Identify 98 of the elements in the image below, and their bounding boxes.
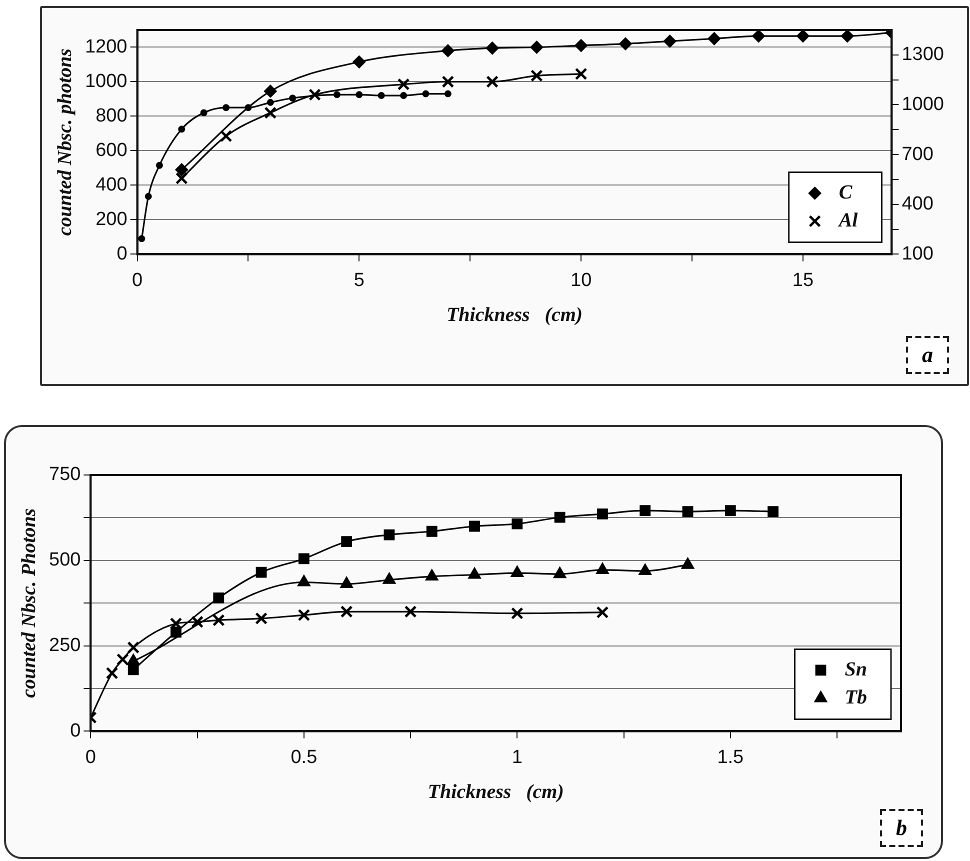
point	[175, 172, 188, 185]
point	[444, 90, 452, 98]
point	[596, 606, 609, 619]
point	[144, 192, 152, 200]
point	[191, 616, 204, 628]
legend-label: Sn	[844, 658, 868, 680]
y-axis-title: counted Nbsc. photons	[54, 48, 76, 236]
point	[426, 526, 438, 537]
point	[400, 92, 408, 100]
y-axis-title: counted Nbsc. Photons	[18, 508, 40, 698]
point	[597, 508, 608, 520]
point	[128, 664, 139, 676]
point	[682, 506, 694, 517]
point	[341, 536, 352, 548]
y-tick-label: 750	[49, 464, 81, 486]
y-tick-label: 0	[70, 720, 81, 742]
point	[170, 626, 182, 638]
y-tick-label: 200	[96, 208, 128, 230]
point	[256, 566, 267, 578]
point	[486, 76, 499, 88]
point	[554, 512, 566, 523]
point	[333, 91, 340, 98]
point	[220, 130, 232, 142]
point	[663, 34, 676, 48]
point	[486, 42, 499, 55]
x-tick-label: 0	[132, 270, 143, 291]
x-tick-label: 10	[570, 270, 592, 291]
point	[422, 90, 430, 98]
point	[264, 84, 277, 98]
point	[384, 529, 395, 540]
y2-tick-label: 700	[902, 144, 934, 165]
point	[213, 592, 224, 604]
point	[298, 553, 310, 564]
point	[308, 88, 321, 101]
point	[530, 70, 543, 82]
legend-label: Al	[836, 209, 858, 232]
point	[553, 566, 566, 578]
point	[106, 666, 118, 680]
point	[404, 605, 417, 618]
y-tick-label: 600	[96, 140, 128, 161]
point	[352, 55, 366, 68]
point	[138, 235, 146, 242]
x-tick-label: 15	[792, 270, 814, 291]
point	[397, 78, 410, 91]
point	[222, 104, 230, 112]
x-tick-label: 0.5	[290, 746, 318, 768]
y2-tick-label: 1000	[902, 94, 944, 115]
point	[574, 39, 588, 52]
text: a	[906, 336, 949, 374]
point	[127, 641, 140, 654]
x-axis-title: Thickness (cm)	[446, 304, 583, 326]
point	[212, 614, 225, 626]
point	[724, 505, 736, 516]
point	[768, 506, 779, 517]
y-tick-label: 1000	[84, 70, 128, 92]
point	[340, 605, 353, 618]
y2-tick-label: 100	[902, 243, 934, 264]
x-axis-title: Thickness (cm)	[428, 781, 564, 804]
point	[796, 30, 810, 43]
y2-tick-label: 1300	[902, 44, 944, 66]
point	[356, 91, 363, 98]
point	[178, 126, 186, 133]
legend-label: C	[838, 181, 853, 204]
x-tick-label: 5	[354, 270, 364, 291]
point	[469, 520, 480, 532]
point	[840, 30, 854, 43]
point	[640, 505, 651, 516]
point	[298, 608, 310, 622]
point	[175, 163, 188, 176]
y-tick-label: 1200	[84, 36, 128, 58]
point	[708, 32, 721, 46]
y2-tick-label: 400	[902, 194, 934, 215]
legend-label: Tb	[844, 686, 867, 708]
x-tick-label: 1	[512, 746, 522, 768]
point	[510, 566, 524, 578]
point	[442, 76, 454, 88]
point	[512, 518, 523, 530]
point	[266, 98, 274, 106]
x-tick-label: 1.5	[717, 746, 744, 768]
text: b	[880, 809, 923, 847]
y-tick-label: 0	[116, 243, 128, 264]
point	[289, 94, 296, 102]
point	[441, 44, 454, 58]
y-tick-label: 500	[49, 550, 81, 571]
point	[156, 162, 163, 169]
point	[264, 106, 277, 119]
y-tick-label: 400	[96, 174, 128, 196]
point	[116, 653, 129, 666]
y-tick-label: 800	[96, 105, 128, 126]
point	[530, 40, 544, 54]
point	[255, 612, 268, 625]
point	[510, 607, 524, 620]
y-tick-label: 250	[49, 635, 81, 656]
point	[378, 92, 385, 100]
point	[752, 30, 766, 43]
point	[200, 109, 208, 116]
point	[618, 37, 632, 50]
point	[574, 68, 588, 80]
